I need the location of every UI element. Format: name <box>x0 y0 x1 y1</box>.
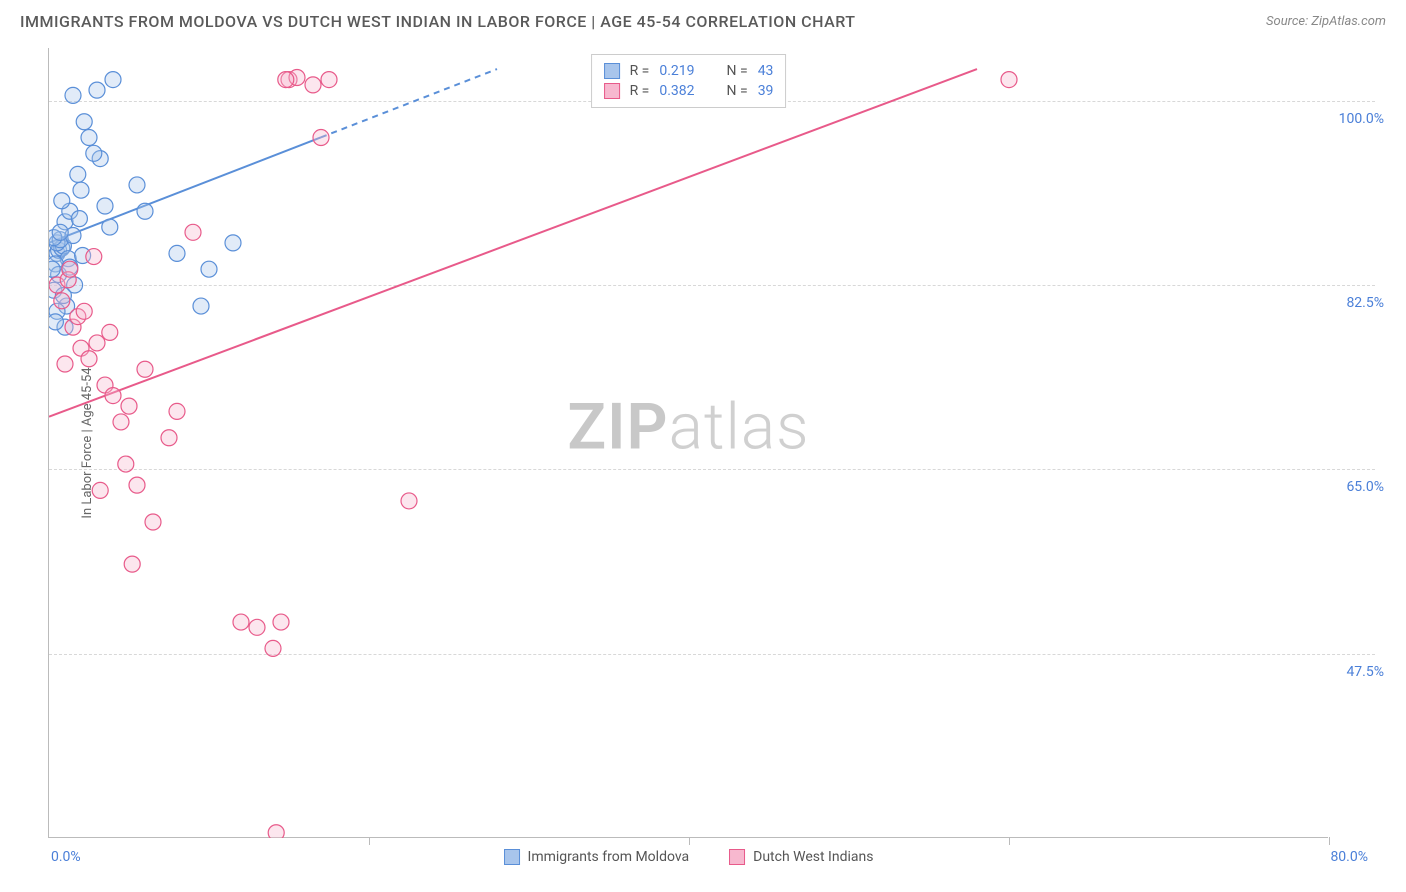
data-point-series-1 <box>278 72 294 88</box>
data-point-series-1 <box>105 388 121 404</box>
x-tick <box>369 837 370 845</box>
x-axis-min-label: 0.0% <box>51 849 81 865</box>
data-point-series-1 <box>54 293 70 309</box>
correlation-stats-box: R = 0.219 N = 43 R = 0.382 N = 39 <box>591 54 787 108</box>
r-value-series-0: 0.219 <box>659 63 694 79</box>
data-point-series-1 <box>321 72 337 88</box>
data-point-series-0 <box>89 82 105 98</box>
data-point-series-0 <box>71 211 87 227</box>
data-point-series-0 <box>54 193 70 209</box>
data-point-series-1 <box>62 261 78 277</box>
data-point-series-0 <box>73 182 89 198</box>
trend-line-dashed <box>321 69 497 137</box>
data-point-series-0 <box>193 298 209 314</box>
data-point-series-0 <box>81 130 97 146</box>
stats-row-series-1: R = 0.382 N = 39 <box>604 81 774 101</box>
data-point-series-0 <box>129 177 145 193</box>
data-point-series-0 <box>52 224 68 240</box>
chart-source: Source: ZipAtlas.com <box>1266 14 1386 29</box>
legend-bottom: Immigrants from Moldova Dutch West India… <box>504 849 874 865</box>
trend-line-solid <box>49 69 977 417</box>
chart-header: IMMIGRANTS FROM MOLDOVA VS DUTCH WEST IN… <box>0 0 1406 39</box>
data-point-series-0 <box>86 145 102 161</box>
data-point-series-1 <box>1001 72 1017 88</box>
swatch-series-1-bottom <box>729 849 745 865</box>
plot-area: ZIPatlas 47.5%65.0%82.5%100.0% R = 0.219… <box>48 48 1328 838</box>
y-tick-label: 100.0% <box>1339 111 1384 127</box>
chart-container: In Labor Force | Age 45-54 ZIPatlas 47.5… <box>48 48 1374 838</box>
data-point-series-1 <box>249 619 265 635</box>
data-point-series-1 <box>81 351 97 367</box>
data-point-series-0 <box>49 261 60 277</box>
x-axis-max-label: 80.0% <box>1330 849 1368 865</box>
legend-label-series-1: Dutch West Indians <box>753 849 873 865</box>
data-point-series-1 <box>185 224 201 240</box>
data-point-series-1 <box>124 556 140 572</box>
data-point-series-0 <box>97 198 113 214</box>
data-point-series-0 <box>70 166 86 182</box>
data-point-series-1 <box>92 482 108 498</box>
n-value-series-0: 43 <box>758 63 774 79</box>
legend-label-series-0: Immigrants from Moldova <box>528 849 690 865</box>
data-point-series-1 <box>137 361 153 377</box>
data-point-series-1 <box>102 324 118 340</box>
data-point-series-1 <box>273 614 289 630</box>
data-point-series-1 <box>233 614 249 630</box>
data-point-series-1 <box>161 430 177 446</box>
data-point-series-1 <box>145 514 161 530</box>
y-tick-label: 65.0% <box>1346 479 1384 495</box>
swatch-series-0-bottom <box>504 849 520 865</box>
r-value-series-1: 0.382 <box>659 83 694 99</box>
data-point-series-1 <box>268 825 284 838</box>
legend-item-series-1: Dutch West Indians <box>729 849 873 865</box>
data-point-series-1 <box>401 493 417 509</box>
n-value-series-1: 39 <box>758 83 774 99</box>
data-point-series-1 <box>305 77 321 93</box>
n-label: N = <box>727 83 748 99</box>
data-point-series-1 <box>313 130 329 146</box>
scatter-plot-svg <box>49 48 1329 838</box>
data-point-series-1 <box>57 356 73 372</box>
data-point-series-0 <box>65 87 81 103</box>
data-point-series-1 <box>121 398 137 414</box>
x-tick <box>689 837 690 845</box>
data-point-series-1 <box>129 477 145 493</box>
y-tick-label: 47.5% <box>1346 664 1384 680</box>
data-point-series-0 <box>105 72 121 88</box>
x-tick <box>1329 837 1330 845</box>
r-label: R = <box>630 63 650 79</box>
data-point-series-1 <box>86 249 102 265</box>
legend-item-series-0: Immigrants from Moldova <box>504 849 690 865</box>
data-point-series-1 <box>169 403 185 419</box>
data-point-series-0 <box>49 314 63 330</box>
data-point-series-1 <box>265 640 281 656</box>
data-point-series-0 <box>137 203 153 219</box>
data-point-series-0 <box>76 114 92 130</box>
data-point-series-1 <box>118 456 134 472</box>
data-point-series-1 <box>76 303 92 319</box>
data-point-series-0 <box>169 245 185 261</box>
data-point-series-0 <box>225 235 241 251</box>
chart-title: IMMIGRANTS FROM MOLDOVA VS DUTCH WEST IN… <box>20 12 856 31</box>
swatch-series-0 <box>604 63 620 79</box>
n-label: N = <box>727 63 748 79</box>
r-label: R = <box>630 83 650 99</box>
data-point-series-0 <box>201 261 217 277</box>
swatch-series-1 <box>604 83 620 99</box>
stats-row-series-0: R = 0.219 N = 43 <box>604 61 774 81</box>
y-tick-label: 82.5% <box>1346 295 1384 311</box>
data-point-series-1 <box>113 414 129 430</box>
x-tick <box>1009 837 1010 845</box>
data-point-series-1 <box>89 335 105 351</box>
data-point-series-0 <box>102 219 118 235</box>
